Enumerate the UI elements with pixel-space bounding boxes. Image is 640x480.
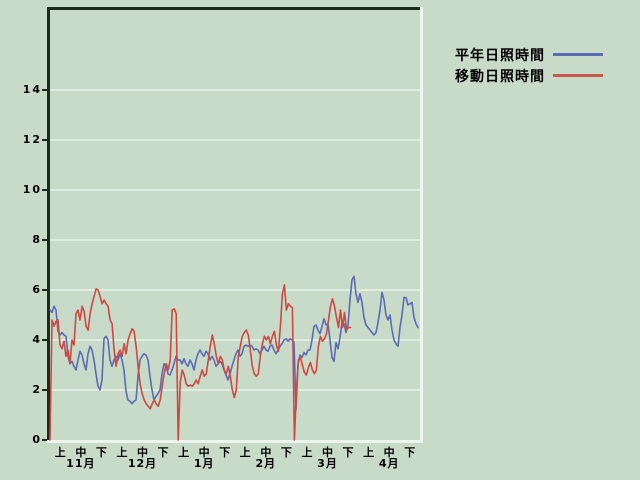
y-tick (42, 389, 47, 391)
y-tick (42, 189, 47, 191)
x-axis-period-label: 下 (404, 446, 416, 459)
y-tick (42, 339, 47, 341)
legend-item: 移動日照時間 (455, 65, 603, 86)
x-axis-month-label: 12月 (127, 457, 158, 470)
plot-border-right (420, 7, 423, 443)
x-axis-period-label: 中 (322, 446, 333, 459)
y-axis-tick-label: 4 (32, 333, 42, 346)
x-axis-period-label: 上 (178, 446, 190, 459)
x-axis-period-label: 上 (363, 446, 375, 459)
line-moving-sunshine (49, 284, 352, 441)
legend: 平年日照時間 移動日照時間 (455, 44, 603, 86)
y-axis-tick-label: 10 (22, 183, 42, 196)
x-axis-month-label: 3月 (317, 457, 338, 470)
y-axis-tick-label: 12 (22, 133, 42, 146)
legend-label: 移動日照時間 (455, 68, 545, 85)
x-axis-period-label: 下 (157, 446, 169, 459)
y-axis-tick-label: 0 (32, 433, 42, 446)
x-axis-period-label: 下 (95, 446, 107, 459)
x-axis-period-label: 上 (301, 446, 313, 459)
x-axis-period-label: 下 (280, 446, 292, 459)
plot-border-bottom (47, 440, 423, 443)
x-axis-period-label: 中 (137, 446, 148, 459)
y-axis-tick-label: 8 (32, 233, 42, 246)
y-tick (42, 239, 47, 241)
x-axis-month-label: 11月 (66, 457, 96, 470)
plot-border-left (47, 7, 50, 443)
y-tick (42, 89, 47, 91)
x-axis-period-label: 上 (54, 446, 66, 459)
x-axis-period-label: 中 (198, 446, 210, 459)
x-axis-period-label: 下 (219, 446, 231, 459)
y-tick (42, 439, 47, 441)
y-tick (42, 139, 47, 141)
x-axis-period-label: 上 (116, 446, 128, 459)
x-axis-month-label: 2月 (255, 457, 277, 470)
line-normal-sunshine (49, 275, 419, 411)
legend-item: 平年日照時間 (455, 44, 603, 65)
x-axis-month-label: 4月 (378, 457, 400, 470)
plot-border-top (47, 7, 421, 10)
x-axis-period-label: 下 (342, 446, 354, 459)
y-axis-tick-label: 14 (22, 83, 42, 96)
x-axis-month-label: 1月 (193, 457, 215, 470)
y-axis-tick-label: 2 (32, 383, 42, 396)
legend-label: 平年日照時間 (455, 47, 545, 64)
x-axis-period-label: 中 (383, 446, 395, 459)
x-axis-period-label: 中 (75, 446, 87, 459)
y-tick (42, 289, 47, 291)
x-axis-period-label: 上 (239, 446, 251, 459)
legend-line-moving (553, 74, 603, 77)
x-axis-period-label: 中 (260, 446, 272, 459)
y-axis-tick-label: 6 (32, 283, 42, 296)
legend-line-normal (553, 53, 603, 56)
